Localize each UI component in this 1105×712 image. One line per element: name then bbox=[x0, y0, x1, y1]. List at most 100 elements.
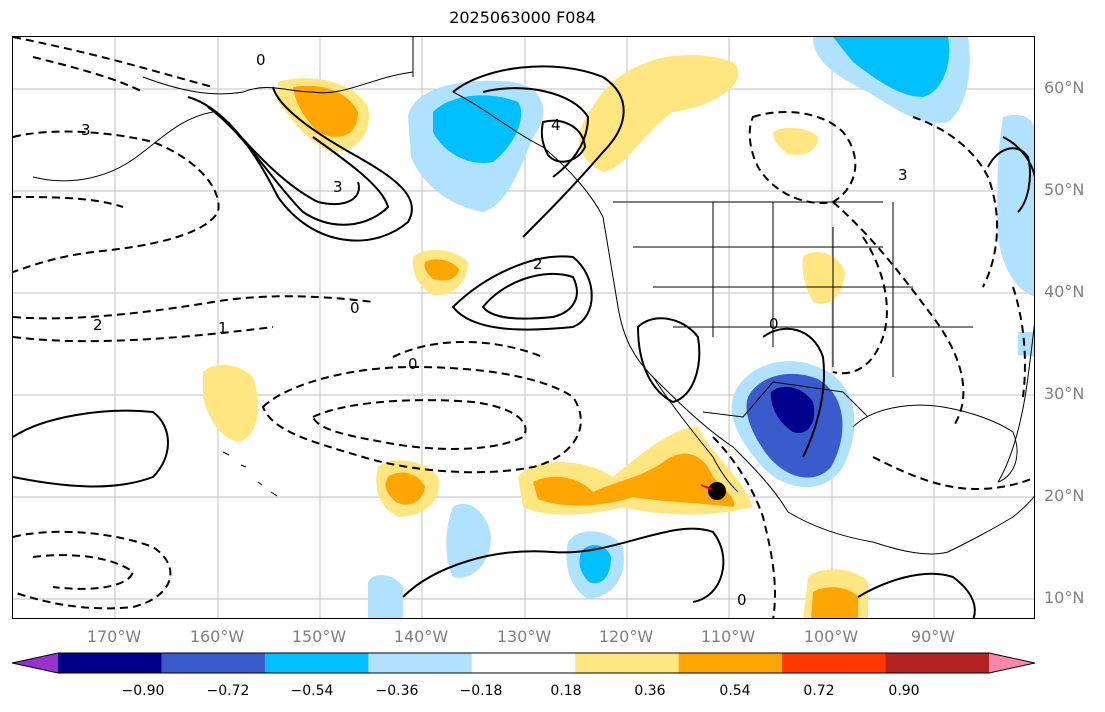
shade-midwest-positive bbox=[773, 127, 818, 155]
shade-canada-core bbox=[833, 37, 950, 97]
lon-label-150w: 150°W bbox=[291, 627, 347, 646]
shade-texas-core bbox=[770, 386, 815, 433]
border-us-mexico bbox=[702, 381, 869, 418]
colorbar bbox=[12, 652, 1035, 674]
coast-alaska bbox=[142, 71, 414, 95]
lat-label-30n: 30°N bbox=[1044, 384, 1085, 403]
contour-neg-baja bbox=[712, 436, 776, 618]
contour-neg-pac-south bbox=[13, 530, 172, 610]
state-lines-a bbox=[712, 202, 894, 377]
lon-label-170w: 170°W bbox=[86, 627, 142, 646]
colorbar-segment bbox=[575, 653, 680, 673]
hawaii-islands bbox=[222, 451, 278, 497]
colorbar-tick-label: −0.54 bbox=[290, 683, 334, 699]
label-aleutian-center: 3 bbox=[333, 178, 343, 196]
contour-neg-mexico bbox=[872, 456, 1034, 490]
contour-south-high bbox=[857, 572, 976, 618]
contour-neg-central bbox=[832, 201, 965, 428]
coast-central-america bbox=[947, 495, 1034, 553]
contour-aleutian-high-3 bbox=[227, 121, 360, 206]
shade-gulf-negative bbox=[1018, 332, 1034, 357]
shade-tropics-core-a bbox=[579, 545, 611, 584]
colorbar-tick-label: −0.18 bbox=[459, 683, 503, 699]
lat-label-50n: 50°N bbox=[1044, 180, 1085, 199]
colorbar-tick-label: 0.72 bbox=[803, 683, 835, 699]
contour-neg-far-east bbox=[1012, 286, 1026, 398]
label-zero-c: 0 bbox=[408, 355, 418, 373]
lon-label-90w: 90°W bbox=[910, 627, 956, 646]
coast-panhandle bbox=[452, 91, 604, 218]
contour-neg-pac-south-2 bbox=[32, 554, 135, 590]
contour-neg-canada bbox=[748, 111, 857, 204]
contour-east-high-2 bbox=[987, 147, 1031, 213]
storm-center-dot bbox=[708, 482, 726, 500]
storm-marker bbox=[700, 482, 726, 500]
coast-aleutians bbox=[32, 111, 214, 182]
contour-neg-east bbox=[912, 116, 998, 288]
lon-label-100w: 100°W bbox=[803, 627, 859, 646]
colorbar-extend-high bbox=[989, 653, 1035, 673]
contour-neg-west-2 bbox=[13, 196, 124, 208]
contour-texas-high bbox=[762, 327, 825, 458]
contour-pac-high-1 bbox=[451, 255, 593, 331]
colorbar-tick-label: 0.90 bbox=[888, 683, 920, 699]
colorbar-segment bbox=[678, 653, 783, 673]
shade-pac-core bbox=[424, 259, 459, 281]
shade-tropics-negative-c bbox=[368, 575, 403, 618]
contour-neg-west-1 bbox=[13, 130, 220, 273]
colorbar-segment bbox=[782, 653, 887, 673]
contour-neg-north bbox=[13, 37, 214, 93]
shade-hawaii-core bbox=[385, 472, 425, 505]
shade-alaska-core bbox=[433, 95, 522, 163]
colorbar-tick-label: −0.36 bbox=[375, 683, 419, 699]
shade-aleutian-core bbox=[293, 85, 358, 137]
colorbar-segment bbox=[58, 653, 162, 673]
label-zero-a: 0 bbox=[256, 51, 266, 69]
coast-mexico bbox=[787, 511, 949, 555]
colorbar-segments bbox=[12, 653, 1035, 673]
label-pac-low: 2 bbox=[533, 255, 543, 273]
colorbar-tick-label: 0.54 bbox=[719, 683, 751, 699]
storm-track bbox=[700, 484, 712, 490]
colorbar-tick-label: 0.18 bbox=[550, 683, 582, 699]
contour-neg-mid bbox=[392, 341, 544, 358]
lon-label-120w: 120°W bbox=[598, 627, 654, 646]
shade-subtrop-positive bbox=[203, 365, 258, 442]
lat-label-60n: 60°N bbox=[1044, 78, 1085, 97]
contours-negative bbox=[13, 37, 1034, 618]
label-alaska-center: 4 bbox=[551, 116, 561, 134]
shade-northwest-positive bbox=[802, 252, 845, 304]
shade-tropics-negative-b bbox=[446, 503, 491, 578]
map-canvas: 4 3 2 0 0 0 1 2 3 0 3 0 bbox=[13, 37, 1034, 618]
coast-gulf bbox=[852, 404, 1018, 483]
contour-neg-subtrop bbox=[261, 365, 582, 474]
contour-west-high bbox=[13, 409, 169, 488]
lon-label-110w: 110°W bbox=[700, 627, 756, 646]
contour-neg-west-3 bbox=[13, 295, 374, 320]
state-lines-b bbox=[633, 246, 973, 328]
colorbar-segment bbox=[368, 653, 473, 673]
shade-mexico-core bbox=[533, 453, 735, 507]
lat-label-20n: 20°N bbox=[1044, 486, 1085, 505]
label-neg-2: 2 bbox=[93, 316, 103, 334]
lat-label-10n: 10°N bbox=[1044, 588, 1085, 607]
contour-aleutian-high-2 bbox=[207, 106, 390, 226]
contour-neg-plains bbox=[832, 236, 888, 375]
label-zero-b: 0 bbox=[350, 299, 360, 317]
label-east-low: 3 bbox=[898, 166, 908, 184]
colorbar-segment bbox=[885, 653, 990, 673]
colorbar-segment bbox=[264, 653, 369, 673]
lon-label-130w: 130°W bbox=[496, 627, 552, 646]
colorbar-tick-label: −0.90 bbox=[121, 683, 165, 699]
shaded-anomalies bbox=[203, 37, 1034, 618]
contour-neg-west-4 bbox=[13, 326, 274, 343]
colorbar-segment bbox=[161, 653, 266, 673]
colorbar-segment bbox=[471, 653, 576, 673]
contour-east-high-1 bbox=[1002, 136, 1034, 178]
colorbar-tick-label: 0.36 bbox=[634, 683, 666, 699]
label-south-0: 0 bbox=[737, 591, 747, 609]
map-panel[interactable]: 4 3 2 0 0 0 1 2 3 0 3 0 bbox=[12, 36, 1035, 619]
lon-label-140w: 140°W bbox=[393, 627, 449, 646]
label-neg-3: 3 bbox=[81, 121, 91, 139]
shade-yukon-positive bbox=[579, 54, 739, 173]
